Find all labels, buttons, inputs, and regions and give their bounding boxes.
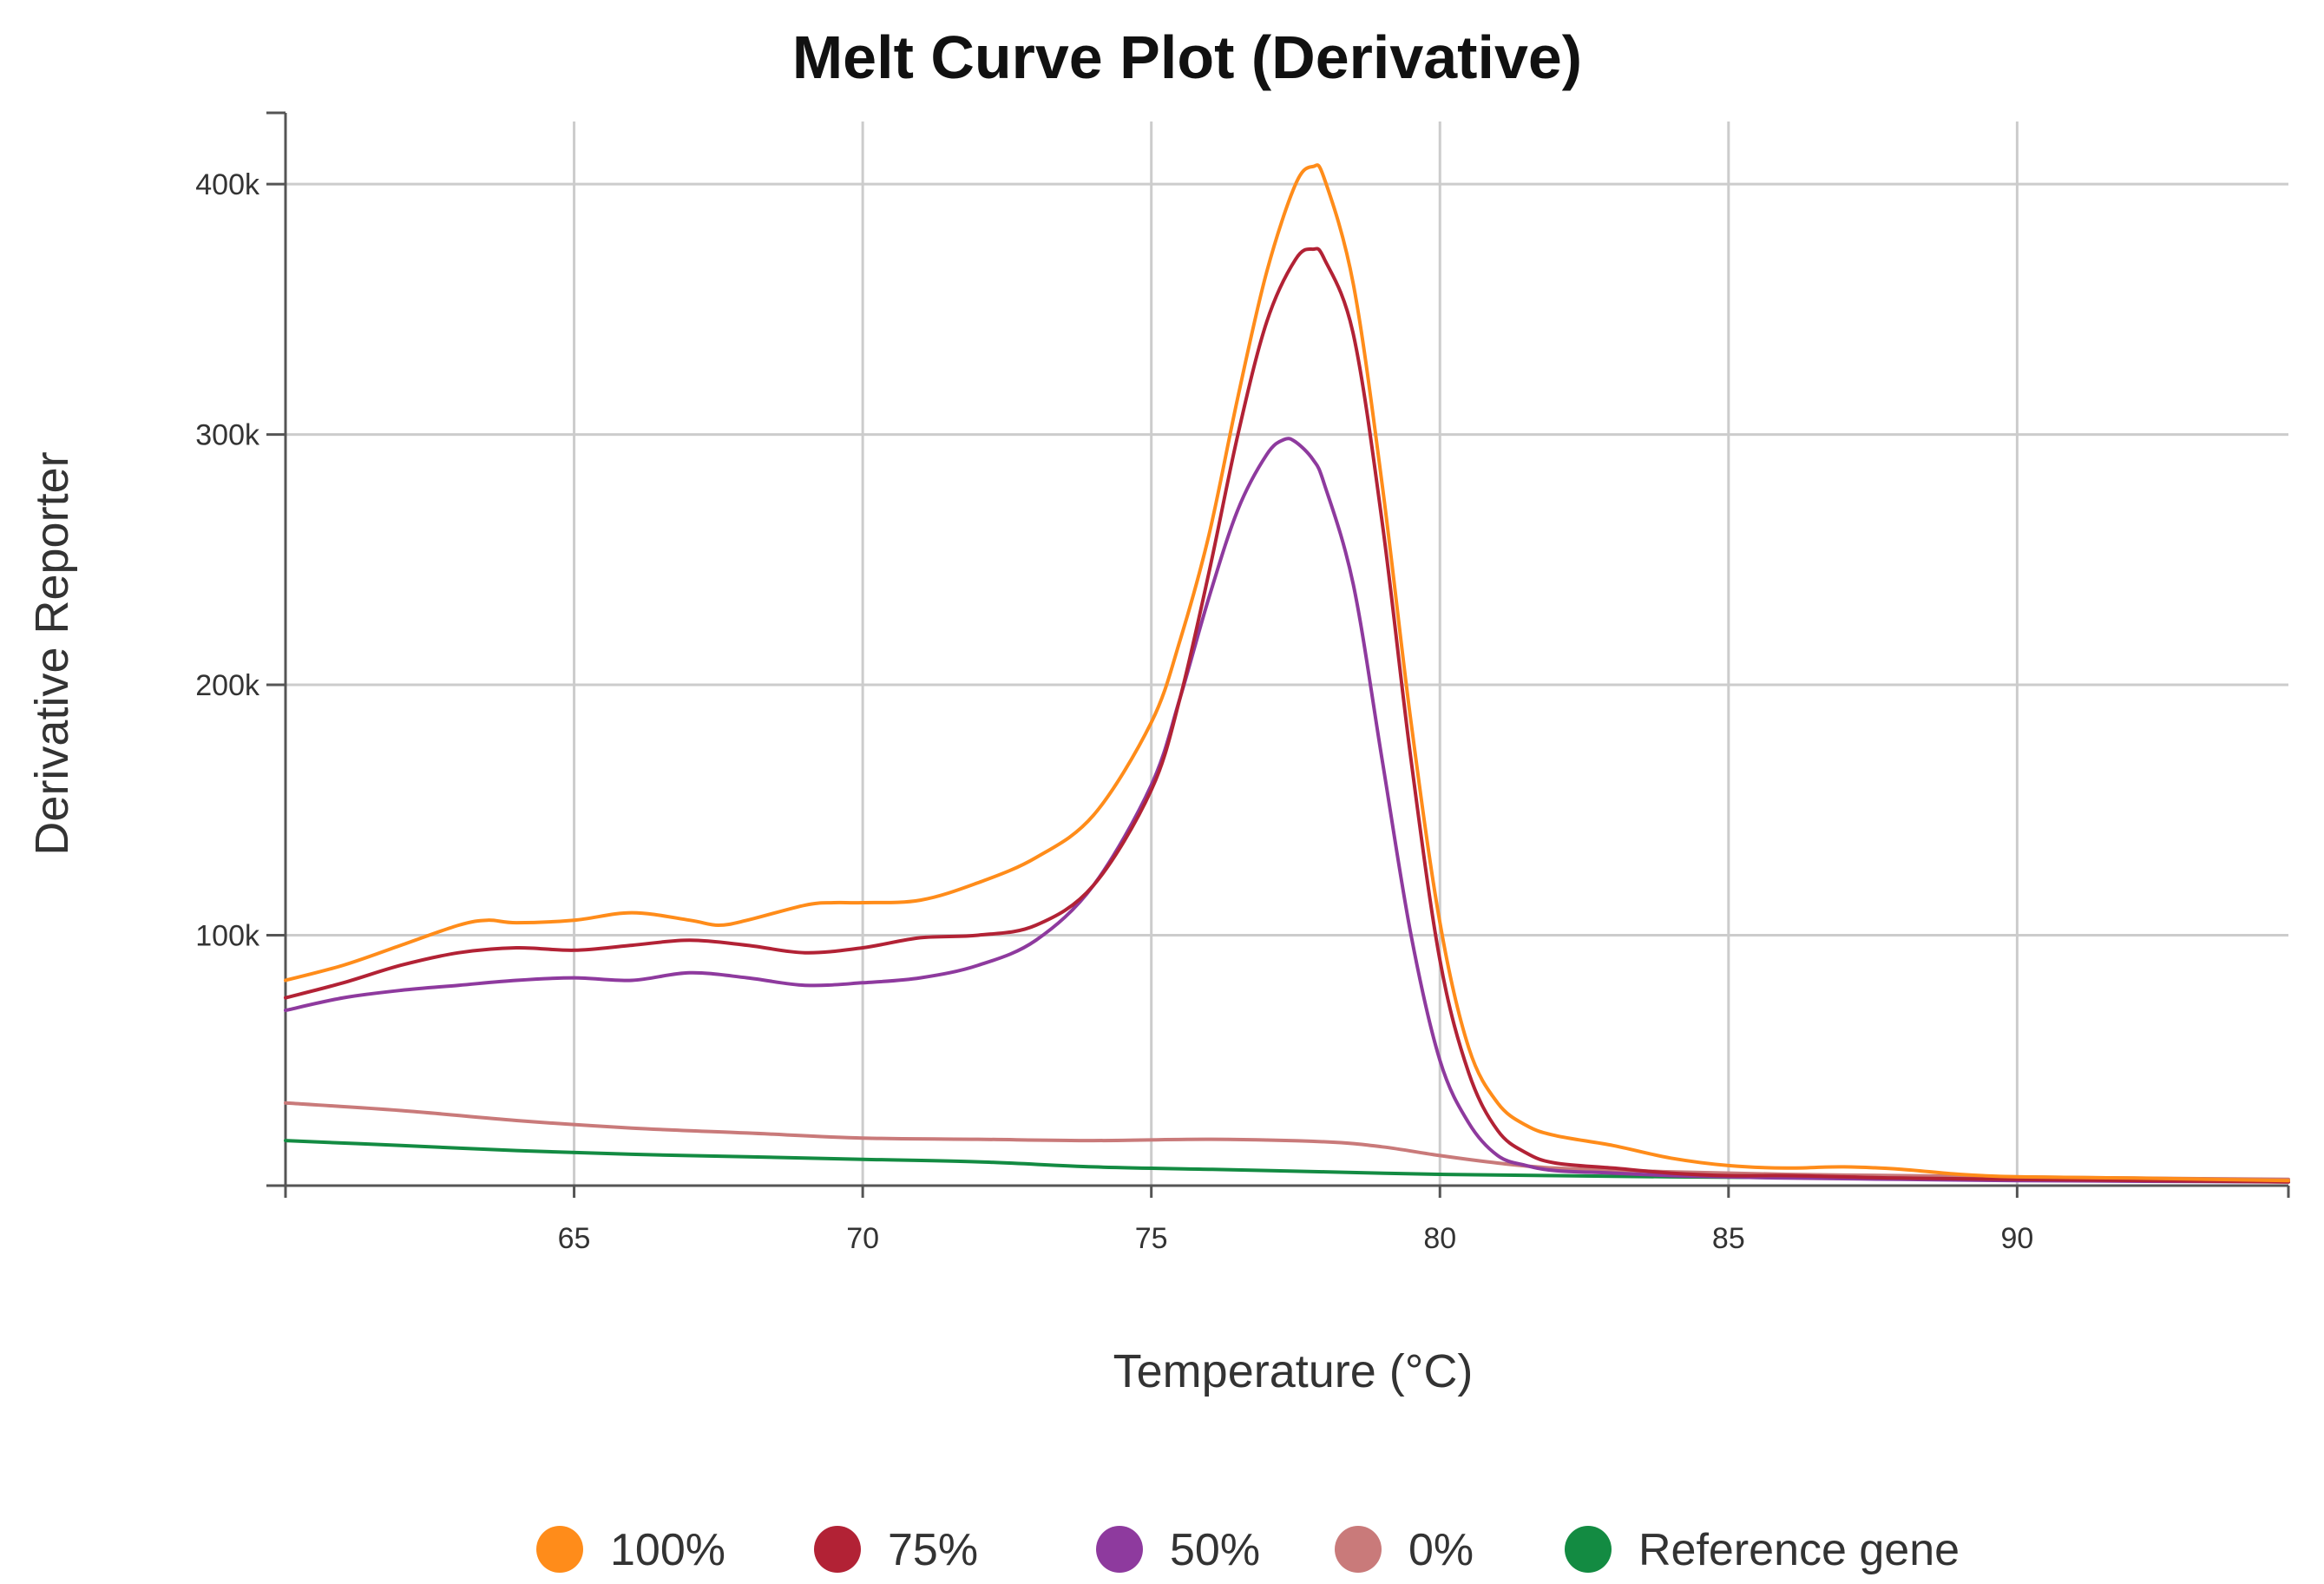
legend-item-75pct[interactable]: 75% xyxy=(814,1525,978,1575)
legend: 100% 75% 50% 0% Reference gene xyxy=(536,1525,1960,1575)
y-axis-label: Derivative Reporter xyxy=(26,451,78,855)
legend-item-reference-gene[interactable]: Reference gene xyxy=(1565,1525,1960,1575)
legend-marker xyxy=(1335,1526,1382,1573)
legend-item-50pct[interactable]: 50% xyxy=(1096,1525,1260,1575)
series-line-75pct xyxy=(284,246,2290,1184)
series-lines xyxy=(284,163,2290,1184)
legend-marker xyxy=(814,1526,861,1573)
legend-label: 0% xyxy=(1408,1525,1474,1575)
x-tick-label: 85 xyxy=(1712,1222,1745,1255)
legend-marker xyxy=(1096,1526,1143,1573)
x-tick-label: 75 xyxy=(1135,1222,1168,1255)
x-tick-label: 65 xyxy=(558,1222,591,1255)
x-tick-label: 70 xyxy=(846,1222,879,1255)
legend-marker xyxy=(536,1526,583,1573)
legend-label: Reference gene xyxy=(1638,1525,1960,1575)
y-tick-label: 200k xyxy=(195,669,260,702)
x-tick-label: 90 xyxy=(2000,1222,2033,1255)
series-line-50pct xyxy=(284,437,2290,1184)
legend-label: 50% xyxy=(1170,1525,1260,1575)
series-line-100pct xyxy=(284,163,2290,1183)
x-tick-label: 80 xyxy=(1423,1222,1456,1255)
chart-title: Melt Curve Plot (Derivative) xyxy=(792,23,1582,91)
legend-item-100pct[interactable]: 100% xyxy=(536,1525,725,1575)
axes: 65 70 75 80 85 90 100k 200k 300k 400k xyxy=(195,111,2290,1255)
legend-label: 75% xyxy=(888,1525,978,1575)
legend-marker xyxy=(1565,1526,1612,1573)
legend-item-0pct[interactable]: 0% xyxy=(1335,1525,1474,1575)
gridlines xyxy=(286,122,2288,1186)
y-tick-label: 100k xyxy=(195,920,260,953)
x-axis-label: Temperature (°C) xyxy=(1113,1345,1474,1397)
series-line-0pct xyxy=(284,1101,2290,1181)
y-tick-label: 300k xyxy=(195,419,260,452)
legend-label: 100% xyxy=(610,1525,725,1575)
y-tick-label: 400k xyxy=(195,168,260,201)
